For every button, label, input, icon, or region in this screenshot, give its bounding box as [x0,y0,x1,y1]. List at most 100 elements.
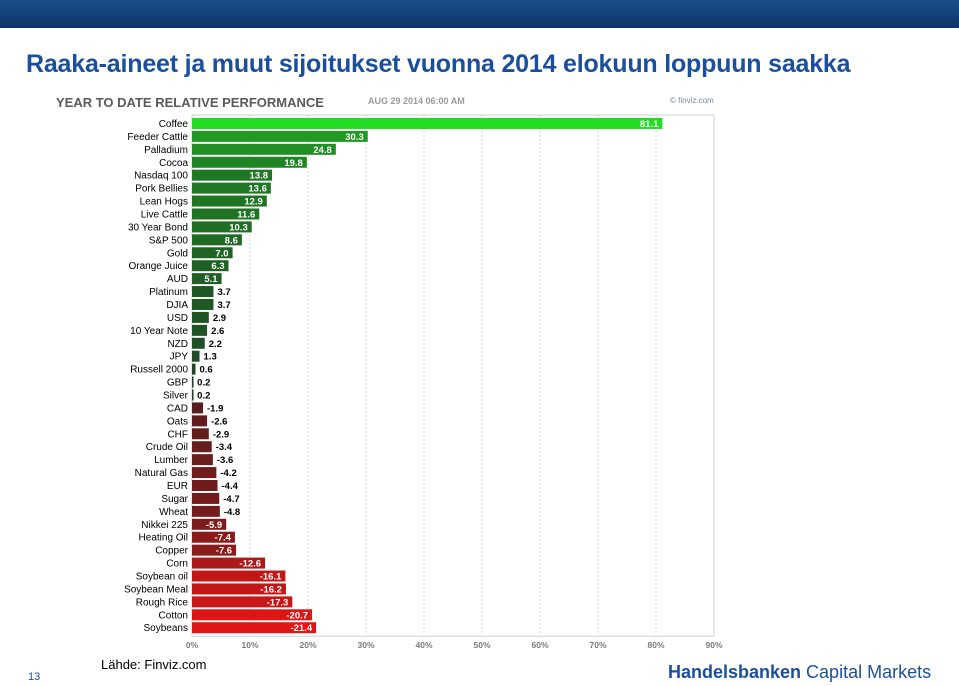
value-label: 13.6 [248,184,267,195]
chart-brand: © finviz.com [670,96,714,105]
x-tick-label: 20% [299,640,316,650]
bar [192,234,242,246]
source-note: Lähde: Finviz.com [101,657,207,672]
page-number: 13 [28,671,41,683]
value-label: 6.3 [211,261,224,272]
bar [192,363,196,375]
value-label: -5.9 [206,520,222,531]
value-label: 1.3 [204,352,217,363]
value-label: -4.4 [222,481,239,492]
category-label: Crude Oil [146,442,188,453]
value-label: -1.9 [207,403,223,414]
value-label: -16.1 [260,572,282,583]
value-label: 19.8 [284,158,303,169]
handelsbanken-logo: Handelsbanken Capital Markets [668,662,931,683]
value-label: 7.0 [215,248,228,259]
category-label: Rough Rice [136,597,189,608]
chart-title: YEAR TO DATE RELATIVE PERFORMANCE [56,95,324,110]
bar [192,428,209,440]
category-label: Orange Juice [129,261,189,272]
value-label: -17.3 [267,597,289,608]
value-label: 2.6 [211,326,224,337]
bar [192,570,286,582]
category-label: Oats [167,416,188,427]
value-label: 2.9 [213,313,226,324]
value-label: -3.4 [216,442,233,453]
bar [192,195,267,207]
bar [192,273,222,285]
bar [192,324,208,336]
category-label: Soybeans [144,623,188,634]
value-label: -16.2 [260,584,282,595]
bar [192,518,227,530]
category-label: Wheat [159,507,188,518]
bar [192,298,214,310]
category-label: Copper [155,546,188,557]
x-tick-label: 90% [705,640,722,650]
value-label: -7.6 [216,546,232,557]
value-label: 81.1 [640,119,659,130]
x-tick-label: 70% [589,640,606,650]
bar [192,441,212,453]
bar [192,505,220,517]
value-label: -4.8 [224,507,240,518]
category-label: Platinum [149,287,188,298]
value-label: -20.7 [286,610,308,621]
logo-bold: Handelsbanken [668,662,802,682]
bar [192,117,663,129]
category-label: JPY [170,352,189,363]
value-label: 13.8 [250,171,269,182]
value-label: 3.7 [217,287,230,298]
bar [192,480,218,492]
bar [192,169,273,181]
value-label: 0.2 [197,378,210,389]
category-label: Russell 2000 [130,365,188,376]
bar [192,596,293,608]
bar [192,143,336,155]
category-label: Sugar [161,494,188,505]
value-label: 30.3 [345,132,364,143]
bar [192,402,204,414]
category-label: Lumber [154,455,189,466]
bar [192,531,235,543]
chart-date: AUG 29 2014 06:00 AM [368,96,465,106]
category-label: Soybean oil [136,572,188,583]
bar [192,609,313,621]
value-label: 11.6 [237,209,255,220]
value-label: 0.2 [197,390,210,401]
value-label: 24.8 [313,145,332,156]
value-label: -12.6 [239,559,261,570]
slide-title: Raaka-aineet ja muut sijoitukset vuonna … [26,50,851,78]
category-label: Nasdaq 100 [134,171,188,182]
bar [192,557,266,569]
bar [192,583,286,595]
value-label: -7.4 [215,533,232,544]
category-label: Palladium [144,145,188,156]
category-label: Soybean Meal [124,584,188,595]
value-label: -2.9 [213,429,229,440]
value-label: 8.6 [225,235,238,246]
category-label: Cocoa [159,158,188,169]
category-label: Pork Bellies [135,184,188,195]
category-label: Heating Oil [139,533,188,544]
bar [192,156,307,168]
bar [192,454,213,466]
value-label: 0.6 [199,365,212,376]
value-label: 10.3 [229,222,248,233]
category-label: DJIA [166,300,188,311]
bar [192,389,194,401]
x-tick-label: 40% [415,640,432,650]
bar [192,208,260,220]
bar [192,182,271,194]
category-label: EUR [167,481,188,492]
category-label: Nikkei 225 [141,520,188,531]
bar [192,467,217,479]
value-label: -21.4 [290,623,312,634]
category-label: Natural Gas [135,468,188,479]
category-label: Feeder Cattle [127,132,188,143]
bar [192,221,252,233]
bar [192,247,233,259]
logo-regular: Capital Markets [801,662,932,682]
header-bar [0,0,959,28]
x-tick-label: 50% [473,640,490,650]
